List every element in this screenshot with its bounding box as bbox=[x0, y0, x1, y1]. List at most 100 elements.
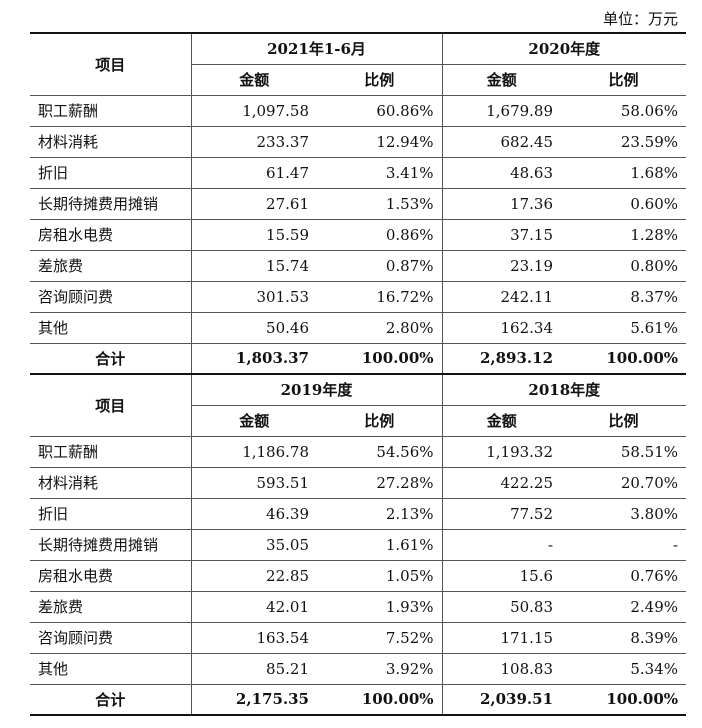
row-label: 长期待摊费用摊销 bbox=[30, 187, 192, 220]
value-cell: 50.46 bbox=[191, 311, 317, 344]
value-cell: 0.76% bbox=[561, 559, 687, 592]
value-cell: - bbox=[561, 528, 687, 561]
value-cell: 58.06% bbox=[561, 94, 687, 127]
value-cell: 1,679.89 bbox=[441, 94, 562, 127]
row-label: 房租水电费 bbox=[30, 559, 192, 592]
value-cell: 15.6 bbox=[441, 559, 562, 592]
value-cell: 46.39 bbox=[191, 497, 317, 530]
value-cell: 682.45 bbox=[441, 125, 562, 158]
value-cell: 20.70% bbox=[561, 466, 687, 499]
value-cell: 233.37 bbox=[191, 125, 317, 158]
period-header: 2021年1-6月 bbox=[191, 32, 443, 65]
header-row: 项目 2021年1-6月 2020年度 bbox=[30, 32, 687, 96]
period-header: 2019年度 bbox=[191, 373, 443, 406]
expense-table: 项目 2021年1-6月 2020年度 金额 比例 金额 比例 职工薪酬 1,097.58 60.… bbox=[30, 32, 687, 716]
value-cell: 58.51% bbox=[561, 435, 687, 468]
total-label: 合计 bbox=[30, 342, 192, 375]
total-value: 100.00% bbox=[561, 683, 687, 716]
table-row: 房租水电费 15.59 0.86% 37.15 1.28% bbox=[30, 218, 687, 251]
total-value: 100.00% bbox=[317, 683, 443, 716]
value-cell: 0.87% bbox=[317, 249, 443, 282]
table-row: 咨询顾问费 301.53 16.72% 242.11 8.37% bbox=[30, 280, 687, 313]
value-cell: 1.28% bbox=[561, 218, 687, 251]
column-header: 金额 bbox=[191, 404, 317, 437]
table-row: 咨询顾问费 163.54 7.52% 171.15 8.39% bbox=[30, 621, 687, 654]
column-header: 比例 bbox=[317, 63, 443, 96]
row-label: 职工薪酬 bbox=[30, 94, 192, 127]
total-value: 100.00% bbox=[317, 342, 443, 375]
column-header: 比例 bbox=[561, 404, 687, 437]
row-label: 差旅费 bbox=[30, 590, 192, 623]
item-header: 项目 bbox=[30, 32, 192, 96]
table-row: 职工薪酬 1,186.78 54.56% 1,193.32 58.51% bbox=[30, 435, 687, 468]
row-label: 职工薪酬 bbox=[30, 435, 192, 468]
table-row: 房租水电费 22.85 1.05% 15.6 0.76% bbox=[30, 559, 687, 592]
value-cell: 8.39% bbox=[561, 621, 687, 654]
value-cell: - bbox=[441, 528, 562, 561]
value-cell: 1.68% bbox=[561, 156, 687, 189]
table-row: 材料消耗 233.37 12.94% 682.45 23.59% bbox=[30, 125, 687, 158]
value-cell: 422.25 bbox=[441, 466, 562, 499]
row-label: 咨询顾问费 bbox=[30, 621, 192, 654]
value-cell: 42.01 bbox=[191, 590, 317, 623]
value-cell: 1,097.58 bbox=[191, 94, 317, 127]
value-cell: 1,193.32 bbox=[441, 435, 562, 468]
value-cell: 50.83 bbox=[441, 590, 562, 623]
column-header: 金额 bbox=[441, 63, 562, 96]
value-cell: 0.86% bbox=[317, 218, 443, 251]
total-row: 合计 2,175.35 100.00% 2,039.51 100.00% bbox=[30, 683, 687, 716]
table-row: 差旅费 15.74 0.87% 23.19 0.80% bbox=[30, 249, 687, 282]
table-row: 职工薪酬 1,097.58 60.86% 1,679.89 58.06% bbox=[30, 94, 687, 127]
row-label: 长期待摊费用摊销 bbox=[30, 528, 192, 561]
table-row: 折旧 61.47 3.41% 48.63 1.68% bbox=[30, 156, 687, 189]
value-cell: 242.11 bbox=[441, 280, 562, 313]
subheader-row: 金额 比例 金额 比例 bbox=[30, 404, 687, 437]
value-cell: 1.05% bbox=[317, 559, 443, 592]
value-cell: 1.93% bbox=[317, 590, 443, 623]
value-cell: 37.15 bbox=[441, 218, 562, 251]
value-cell: 171.15 bbox=[441, 621, 562, 654]
value-cell: 54.56% bbox=[317, 435, 443, 468]
value-cell: 15.74 bbox=[191, 249, 317, 282]
row-label: 房租水电费 bbox=[30, 218, 192, 251]
value-cell: 593.51 bbox=[191, 466, 317, 499]
value-cell: 2.13% bbox=[317, 497, 443, 530]
value-cell: 3.80% bbox=[561, 497, 687, 530]
total-label: 合计 bbox=[30, 683, 192, 716]
table-row: 长期待摊费用摊销 27.61 1.53% 17.36 0.60% bbox=[30, 187, 687, 220]
value-cell: 27.28% bbox=[317, 466, 443, 499]
value-cell: 3.92% bbox=[317, 652, 443, 685]
value-cell: 23.59% bbox=[561, 125, 687, 158]
value-cell: 77.52 bbox=[441, 497, 562, 530]
column-header: 比例 bbox=[561, 63, 687, 96]
value-cell: 17.36 bbox=[441, 187, 562, 220]
value-cell: 27.61 bbox=[191, 187, 317, 220]
value-cell: 15.59 bbox=[191, 218, 317, 251]
total-value: 1,803.37 bbox=[191, 342, 317, 375]
value-cell: 0.60% bbox=[561, 187, 687, 220]
table-row: 差旅费 42.01 1.93% 50.83 2.49% bbox=[30, 590, 687, 623]
row-label: 咨询顾问费 bbox=[30, 280, 192, 313]
value-cell: 5.34% bbox=[561, 652, 687, 685]
item-header: 项目 bbox=[30, 373, 192, 437]
value-cell: 23.19 bbox=[441, 249, 562, 282]
value-cell: 8.37% bbox=[561, 280, 687, 313]
value-cell: 1.53% bbox=[317, 187, 443, 220]
value-cell: 2.49% bbox=[561, 590, 687, 623]
table-row: 长期待摊费用摊销 35.05 1.61% - - bbox=[30, 528, 687, 561]
period-header: 2020年度 bbox=[441, 32, 687, 65]
value-cell: 12.94% bbox=[317, 125, 443, 158]
row-label: 折旧 bbox=[30, 156, 192, 189]
header-row: 项目 2019年度 2018年度 bbox=[30, 373, 687, 437]
value-cell: 3.41% bbox=[317, 156, 443, 189]
value-cell: 162.34 bbox=[441, 311, 562, 344]
value-cell: 5.61% bbox=[561, 311, 687, 344]
value-cell: 85.21 bbox=[191, 652, 317, 685]
table-row: 材料消耗 593.51 27.28% 422.25 20.70% bbox=[30, 466, 687, 499]
row-label: 材料消耗 bbox=[30, 466, 192, 499]
value-cell: 60.86% bbox=[317, 94, 443, 127]
column-header: 金额 bbox=[441, 404, 562, 437]
row-label: 材料消耗 bbox=[30, 125, 192, 158]
value-cell: 7.52% bbox=[317, 621, 443, 654]
value-cell: 22.85 bbox=[191, 559, 317, 592]
